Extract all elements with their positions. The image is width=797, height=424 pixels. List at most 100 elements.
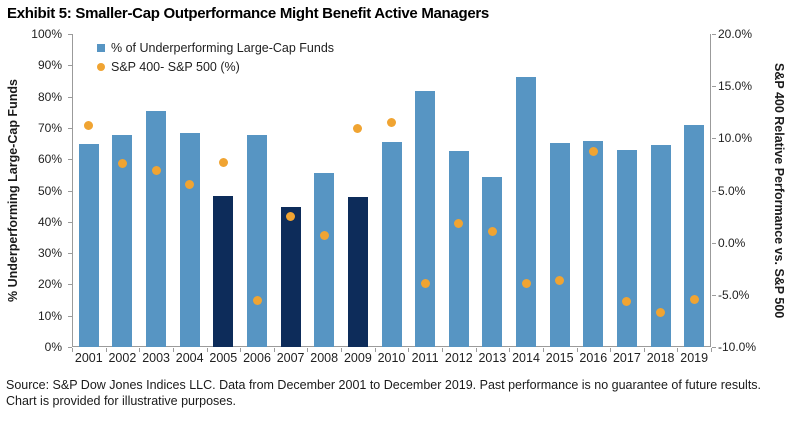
x-axis-tickmark [610, 348, 612, 352]
dot-2014 [521, 278, 531, 288]
legend-item-bar-series: % of Underperforming Large-Cap Funds [97, 38, 334, 57]
x-axis-label-2019: 2019 [680, 351, 709, 365]
x-axis-tickmark [105, 348, 107, 352]
legend-label-bar-series: % of Underperforming Large-Cap Funds [111, 40, 335, 55]
bar-2004 [179, 132, 200, 347]
x-axis-label-2005: 2005 [209, 351, 238, 365]
legend-label-dot-series: S&P 400- S&P 500 (%) [111, 59, 240, 74]
right-axis-tickmark [712, 190, 716, 192]
left-axis-tick-100: 100% [31, 27, 62, 41]
left-axis-tick-30: 30% [37, 246, 62, 261]
bar-2003 [146, 111, 167, 347]
bar-2007 [280, 207, 301, 347]
x-axis-tickmark [711, 348, 712, 352]
dot-2012 [454, 219, 464, 229]
left-axis-tick-20: 20% [37, 277, 62, 292]
dot-2008 [319, 230, 329, 240]
bar-2002 [112, 135, 133, 347]
left-axis-tickmark [68, 127, 72, 129]
x-axis-tickmark [542, 348, 544, 352]
bar-2008 [314, 173, 335, 347]
dot-2019 [689, 294, 699, 304]
x-axis-label-2008: 2008 [310, 351, 339, 365]
right-axis-tickmark [712, 34, 716, 35]
dot-2007 [286, 212, 296, 222]
x-axis-label-2009: 2009 [343, 351, 372, 365]
x-axis-label-2002: 2002 [108, 351, 137, 365]
left-axis-tick-40: 40% [37, 214, 62, 229]
right-axis-tick-10.0: 10.0% [718, 131, 753, 146]
bar-2019 [684, 125, 705, 347]
dot-2017 [622, 296, 632, 306]
bar-2016 [583, 140, 604, 347]
bar-2010 [381, 142, 402, 347]
left-axis-tick-0: 0% [44, 340, 62, 354]
x-axis-label-2007: 2007 [276, 351, 305, 365]
x-axis-label-2006: 2006 [243, 351, 271, 365]
x-axis-tickmark [408, 348, 410, 352]
bar-2009 [347, 196, 368, 347]
left-axis-tick-80: 80% [37, 89, 62, 104]
x-axis-tickmark [72, 348, 73, 352]
x-axis-label-2001: 2001 [74, 351, 103, 365]
bar-2006 [247, 134, 267, 347]
bar-2012 [448, 151, 469, 347]
dot-series-swatch-icon [97, 62, 105, 71]
left-axis-title: % Underperforming Large-Cap Funds [6, 79, 20, 302]
right-axis-tickmark [712, 347, 716, 348]
x-axis-tickmark [475, 348, 477, 352]
x-axis-tickmark [341, 348, 343, 352]
dot-2005 [218, 157, 228, 167]
legend: % of Underperforming Large-Cap Funds S&P… [97, 38, 334, 76]
dot-2009 [353, 124, 363, 134]
x-axis-tickmark [240, 348, 242, 352]
left-axis-tickmark [68, 253, 72, 255]
right-axis-tickmark [712, 294, 716, 296]
dot-2004 [185, 179, 195, 189]
left-axis-tick-50: 50% [37, 183, 62, 198]
right-axis-tickmark [712, 86, 716, 88]
x-axis-tickmark [307, 348, 309, 352]
left-axis-tickmark [68, 347, 72, 348]
left-axis-tickmark [68, 315, 72, 317]
right-axis-tick-5.0: 5.0% [718, 183, 746, 198]
left-axis-tickmark [68, 34, 72, 35]
x-axis-label-2013: 2013 [478, 351, 507, 365]
chart-title: Exhibit 5: Smaller-Cap Outperformance Mi… [7, 5, 489, 22]
left-axis-tickmark [68, 159, 72, 161]
right-axis-tickmark [712, 138, 716, 140]
x-axis-tickmark [374, 348, 376, 352]
left-axis-tick-60: 60% [37, 152, 62, 167]
right-axis-tick--5.0: -5.0% [718, 287, 750, 302]
bar-2005 [213, 195, 234, 347]
left-axis-tick-70: 70% [37, 120, 62, 135]
dot-2013 [487, 226, 497, 236]
bar-series-swatch-icon [97, 43, 105, 52]
bar-2014 [516, 76, 536, 347]
right-axis-tick-20.0: 20.0% [718, 27, 753, 41]
left-axis-tickmark [68, 96, 72, 98]
x-axis-tickmark [576, 348, 578, 352]
left-axis-tickmark [68, 284, 72, 286]
x-axis-label-2011: 2011 [411, 351, 439, 365]
x-axis-label-2004: 2004 [175, 351, 204, 365]
x-axis-label-2015: 2015 [545, 351, 574, 365]
dot-2006 [252, 295, 262, 305]
left-axis-tickmark [68, 190, 72, 192]
bar-2017 [616, 149, 637, 347]
left-axis-tickmark [68, 221, 72, 223]
source-note: Source: S&P Dow Jones Indices LLC. Data … [6, 378, 762, 408]
x-axis-tickmark [172, 348, 174, 352]
dot-2010 [387, 118, 396, 128]
dot-2003 [151, 166, 161, 176]
right-axis-tickmark [712, 242, 716, 244]
dot-2011 [420, 278, 430, 288]
x-axis-label-2012: 2012 [444, 351, 473, 365]
bar-2018 [650, 145, 671, 347]
x-axis-label-2018: 2018 [646, 351, 675, 365]
bar-2001 [78, 143, 99, 347]
dot-2016 [588, 147, 598, 157]
right-axis-title: S&P 400 Relative Performance vs. S&P 500 [772, 62, 786, 319]
x-axis-tickmark [643, 348, 645, 352]
